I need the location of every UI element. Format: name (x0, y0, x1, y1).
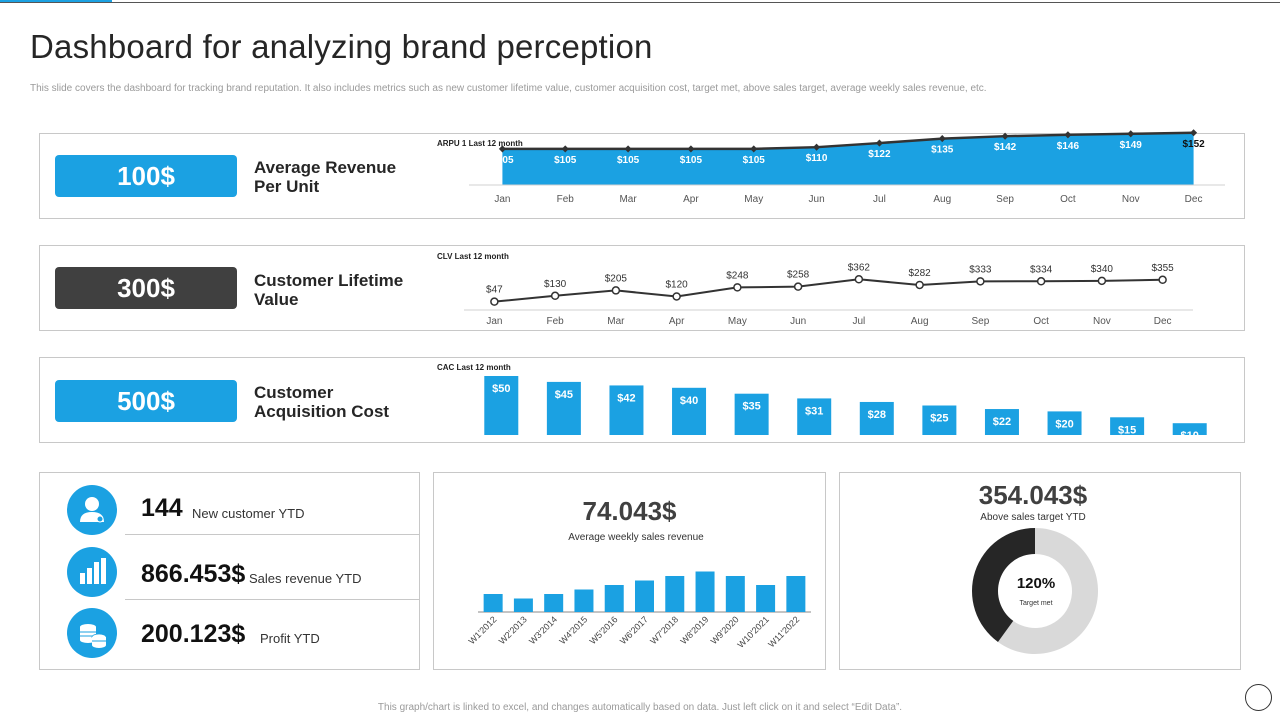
sales-revenue-value: 866.453$ (141, 560, 246, 588)
customer-icon (67, 485, 117, 535)
arpu-value-pill: 100$ (55, 155, 237, 197)
footer-note: This graph/chart is linked to excel, and… (377, 702, 903, 713)
weekly-revenue-label: Average weekly sales revenue (568, 532, 704, 543)
kpi-separator (125, 534, 420, 535)
profit-value: 200.123$ (141, 620, 246, 648)
top-divider (0, 2, 1280, 3)
new-customer-value: 144 (141, 494, 183, 522)
arpu-label: Average Revenue Per Unit (254, 158, 397, 196)
page-subtitle: This slide covers the dashboard for trac… (30, 83, 987, 94)
bar-chart-icon (67, 547, 117, 597)
top-accent-bar (0, 0, 112, 3)
circle-button[interactable] (1245, 684, 1272, 711)
cac-label: Customer Acquisition Cost (254, 383, 390, 421)
cac-value-pill: 500$ (55, 380, 237, 422)
profit-label: Profit YTD (260, 631, 320, 646)
target-value: 354.043$ (978, 480, 1088, 510)
kpi-separator (125, 599, 420, 600)
target-center-value: 120% (1016, 575, 1056, 592)
clv-label: Customer Lifetime Value (254, 271, 404, 309)
target-label: Above sales target YTD (980, 512, 1086, 523)
weekly-revenue-value: 74.043$ (582, 496, 677, 526)
sales-revenue-label: Sales revenue YTD (249, 571, 362, 586)
page-title: Dashboard for analyzing brand perception (30, 28, 653, 65)
cac-chart-title: CAC Last 12 month (437, 363, 511, 372)
arpu-chart-title: ARPU 1 Last 12 month (437, 139, 523, 148)
weekly-panel (433, 472, 826, 670)
clv-value-pill: 300$ (55, 267, 237, 309)
target-center-label: Target met (1019, 600, 1053, 607)
clv-chart-title: CLV Last 12 month (437, 252, 509, 261)
new-customer-label: New customer YTD (192, 506, 305, 521)
coins-icon (67, 608, 117, 658)
